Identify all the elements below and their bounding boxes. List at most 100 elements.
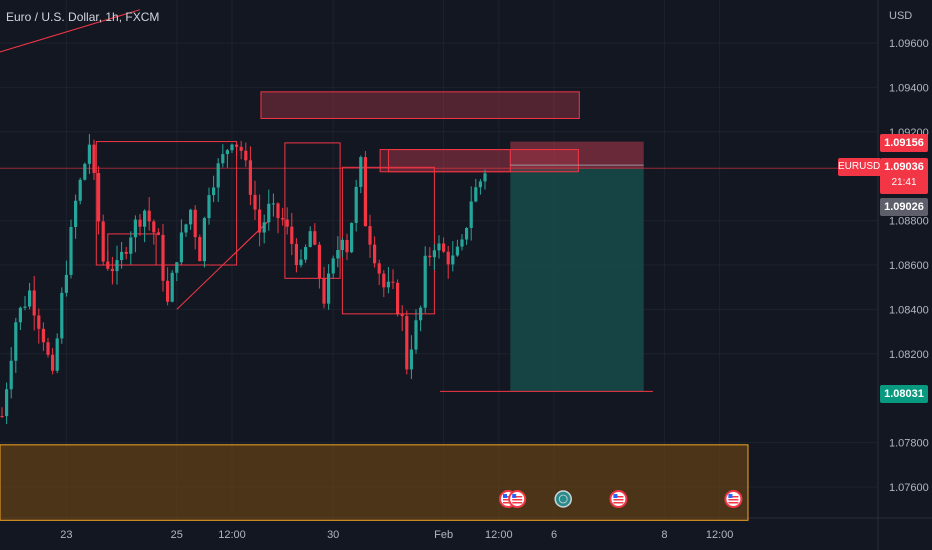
candle-body <box>294 243 298 266</box>
candle-body <box>60 292 64 339</box>
candle-body <box>428 255 432 258</box>
price-tick-label: 1.08200 <box>889 349 929 361</box>
target-price-tag: 1.08031 <box>880 385 928 403</box>
candle-body <box>248 160 252 195</box>
candle-body <box>235 144 239 147</box>
candle-body <box>446 251 450 265</box>
candle-body <box>175 262 179 273</box>
candle-body <box>230 144 234 151</box>
candle-body <box>184 224 188 233</box>
candle-body <box>189 209 193 225</box>
candle-body <box>51 354 55 371</box>
supply-zone-inner <box>387 149 511 173</box>
candle-body <box>437 243 441 251</box>
candle-body <box>409 349 413 370</box>
candle-body <box>198 237 202 262</box>
price-tick-label: 1.08800 <box>889 216 929 228</box>
candle-body <box>455 246 459 256</box>
candle-body <box>386 281 390 288</box>
candle-body <box>101 221 105 262</box>
candle-body <box>5 389 9 417</box>
candle-body <box>377 263 381 274</box>
candle-body <box>290 226 294 244</box>
candle-body <box>317 244 321 279</box>
time-tick-label: 30 <box>327 529 339 541</box>
candle-body <box>69 226 73 275</box>
candle-body <box>97 173 101 222</box>
candle-body <box>405 316 409 370</box>
price-tick-label: 1.07600 <box>889 482 929 494</box>
candle-body <box>299 259 303 266</box>
candle-body <box>327 273 331 304</box>
candle-body <box>253 194 257 210</box>
currency-label[interactable]: USD <box>889 10 913 22</box>
candle-body <box>41 328 45 343</box>
candle-body <box>115 260 119 272</box>
candle-body <box>478 181 482 188</box>
candle-body <box>55 338 59 371</box>
time-tick-label: Feb <box>434 529 453 541</box>
candle-body <box>469 201 473 228</box>
stop-zone <box>510 141 644 169</box>
candle-body <box>460 239 464 247</box>
symbol-tag: EURUSD <box>838 158 880 176</box>
us-flag-icon[interactable] <box>609 490 628 508</box>
candle-body <box>216 163 220 188</box>
candle-body <box>391 281 395 283</box>
candle-body <box>0 415 4 417</box>
time-tick-label: 12:00 <box>485 529 513 541</box>
symbol-title[interactable]: Euro / U.S. Dollar, 1h, FXCM <box>6 10 160 24</box>
candle-body <box>9 360 13 390</box>
profit-zone <box>510 168 644 392</box>
candle-body <box>166 280 170 302</box>
candle-body <box>258 209 262 233</box>
candle-body <box>432 250 436 258</box>
candle-body <box>414 320 418 350</box>
candle-body <box>419 307 423 321</box>
candle-body <box>106 261 110 269</box>
candle-body <box>78 179 82 201</box>
candle-body <box>276 203 280 219</box>
candle-body <box>285 219 289 227</box>
candle-body <box>138 219 142 227</box>
time-tick-label: 12:00 <box>706 529 734 541</box>
range-box-1 <box>95 141 238 266</box>
globe-icon[interactable] <box>554 490 572 508</box>
candle-body <box>267 203 271 223</box>
candle-body <box>474 187 478 202</box>
candle-body <box>87 144 91 164</box>
candle-body <box>170 272 174 302</box>
candle-body <box>281 218 285 220</box>
bar-countdown: 21:41 <box>891 177 917 188</box>
price-tick-label: 1.08400 <box>889 304 929 316</box>
candle-body <box>340 239 344 251</box>
candle-body <box>322 278 326 304</box>
candle-body <box>179 232 183 263</box>
candle-body <box>225 150 229 155</box>
candle-body <box>373 244 377 264</box>
supply-zone-top <box>260 91 580 119</box>
candle-body <box>465 227 469 240</box>
candle-body <box>120 251 124 261</box>
candle-body <box>156 232 160 235</box>
candle-body <box>396 282 400 315</box>
current-price-box: 1.09036 21:41 <box>880 158 928 194</box>
candle-body <box>32 290 36 316</box>
candle-body <box>83 163 87 180</box>
us-flag-icon[interactable] <box>724 490 743 508</box>
candle-body <box>304 247 308 260</box>
candle-body <box>483 173 487 182</box>
candle-body <box>368 226 372 245</box>
candle-body <box>74 200 78 227</box>
candle-body <box>28 290 32 307</box>
candle-body <box>110 268 114 272</box>
time-tick-label: 23 <box>60 529 72 541</box>
time-tick-label: 8 <box>661 529 667 541</box>
candle-body <box>133 219 137 238</box>
us-flag-icon[interactable] <box>508 490 527 508</box>
range-box-2 <box>284 142 341 279</box>
candle-body <box>308 231 312 248</box>
candle-body <box>363 157 367 227</box>
